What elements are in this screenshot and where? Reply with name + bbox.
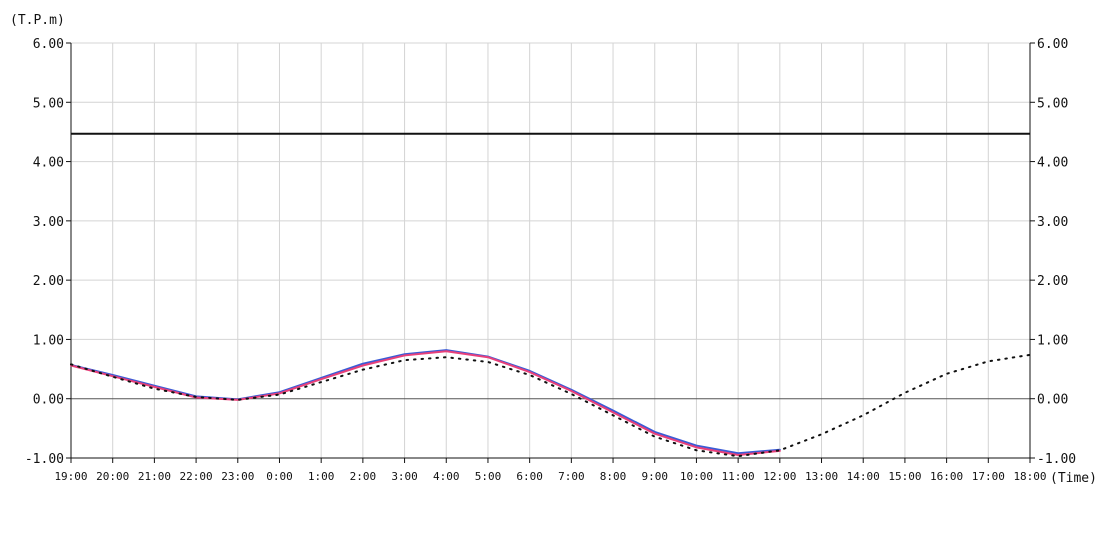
x-tick-label: 18:00 bbox=[1013, 470, 1046, 483]
y-tick-label-left: 1.00 bbox=[33, 333, 64, 348]
y-tick-label-left: 6.00 bbox=[33, 37, 64, 52]
y-tick-label-right: -1.00 bbox=[1037, 452, 1076, 467]
y-tick-label-right: 6.00 bbox=[1037, 37, 1068, 52]
axes bbox=[66, 42, 1035, 463]
x-tick-label: 9:00 bbox=[641, 470, 668, 483]
grid bbox=[70, 42, 1031, 459]
x-unit-label: (Time) bbox=[1050, 471, 1097, 486]
y-tick-label-left: -1.00 bbox=[25, 452, 64, 467]
x-tick-label: 23:00 bbox=[221, 470, 254, 483]
y-tick-label-right: 1.00 bbox=[1037, 333, 1068, 348]
x-tick-label: 10:00 bbox=[680, 470, 713, 483]
x-tick-label: 5:00 bbox=[475, 470, 502, 483]
series-line-1 bbox=[70, 349, 781, 455]
x-tick-label: 17:00 bbox=[972, 470, 1005, 483]
x-tick-label: 12:00 bbox=[763, 470, 796, 483]
series-line-3 bbox=[70, 353, 1031, 458]
y-tick-label-right: 3.00 bbox=[1037, 215, 1068, 230]
x-tick-label: 15:00 bbox=[888, 470, 921, 483]
x-tick-label: 6:00 bbox=[516, 470, 543, 483]
x-tick-label: 2:00 bbox=[350, 470, 377, 483]
x-tick-label: 21:00 bbox=[138, 470, 171, 483]
x-tick-label: 4:00 bbox=[433, 470, 460, 483]
x-tick-label: 1:00 bbox=[308, 470, 335, 483]
x-tick-label: 8:00 bbox=[600, 470, 627, 483]
x-tick-label: 19:00 bbox=[54, 470, 87, 483]
x-tick-label: 11:00 bbox=[722, 470, 755, 483]
y-tick-label-right: 2.00 bbox=[1037, 274, 1068, 289]
x-tick-label: 20:00 bbox=[96, 470, 129, 483]
x-tick-label: 3:00 bbox=[391, 470, 418, 483]
y-tick-label-left: 3.00 bbox=[33, 215, 64, 230]
y-tick-label-left: 0.00 bbox=[33, 393, 64, 408]
x-tick-label: 7:00 bbox=[558, 470, 585, 483]
y-tick-label-left: 2.00 bbox=[33, 274, 64, 289]
x-tick-label: 16:00 bbox=[930, 470, 963, 483]
x-tick-label: 14:00 bbox=[847, 470, 880, 483]
y-tick-label-right: 4.00 bbox=[1037, 156, 1068, 171]
labels: 6.00 6.00 5.00 5.00 4.00 4.00 3.00 3.00 2.00 2.00… bbox=[25, 37, 1076, 483]
series-layer bbox=[70, 349, 1031, 458]
x-tick-label: 22:00 bbox=[180, 470, 213, 483]
x-tick-label: 13:00 bbox=[805, 470, 838, 483]
y-tick-label-right: 5.00 bbox=[1037, 96, 1068, 111]
y-unit-label: (T.P.m) bbox=[10, 13, 65, 28]
x-tick-label: 0:00 bbox=[266, 470, 293, 483]
y-tick-label-left: 4.00 bbox=[33, 156, 64, 171]
series-line-2 bbox=[70, 350, 781, 457]
y-tick-label-right: 0.00 bbox=[1037, 393, 1068, 408]
y-tick-label-left: 5.00 bbox=[33, 96, 64, 111]
